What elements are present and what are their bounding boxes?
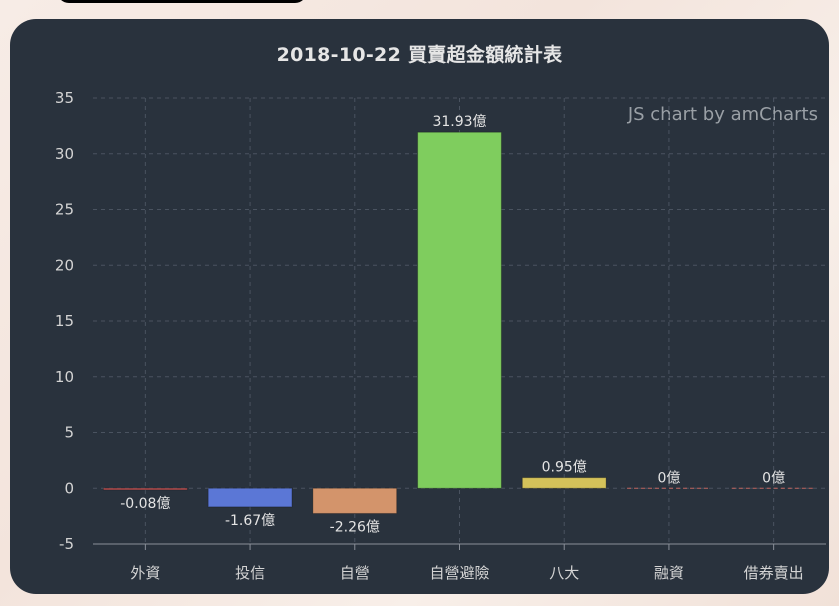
y-tick-label: 20 [55,256,74,274]
bar-外資[interactable] [102,487,188,491]
x-tick-label: 借券賣出 [744,564,804,582]
value-label: 31.93億 [432,114,486,130]
y-tick-label: 0 [64,479,74,497]
x-tick-label: 外資 [130,564,160,582]
amcharts-credit-link[interactable]: JS chart by amCharts [627,104,818,125]
y-tick-label: -5 [59,535,74,553]
value-label: 0億 [762,470,785,486]
top-black-bar [57,0,307,3]
value-label: -1.67億 [225,513,275,529]
bar-投信[interactable] [207,487,293,508]
value-label: -0.08億 [120,496,170,512]
x-tick-label: 自營 [340,564,370,582]
x-tick-label: 投信 [235,564,265,582]
bar-自營[interactable] [312,487,398,514]
y-tick-label: 35 [55,89,74,107]
y-tick-label: 15 [55,312,74,330]
value-label: 0億 [657,470,680,486]
y-tick-label: 30 [55,145,74,163]
value-label: -2.26億 [330,519,380,535]
bar-自營避險[interactable] [417,131,502,489]
x-tick-label: 自營避險 [429,564,489,582]
y-tick-label: 25 [55,201,74,219]
value-label: 0.95億 [542,460,587,476]
y-tick-label: 10 [55,368,74,386]
bar-八大[interactable] [521,477,607,489]
x-tick-label: 融資 [654,564,684,582]
x-tick-label: 八大 [549,564,579,582]
y-tick-label: 5 [64,424,74,442]
chart-title: 2018-10-22 買賣超金額統計表 [276,44,563,66]
